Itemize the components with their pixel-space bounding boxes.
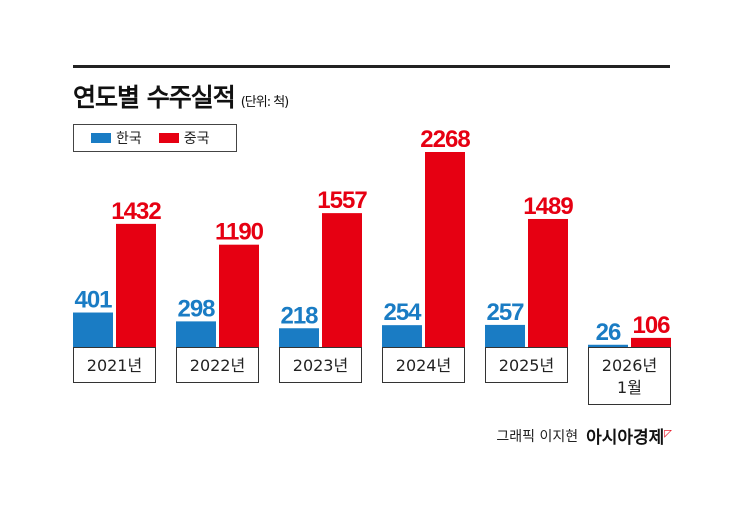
title-text: 연도별 수주실적 (73, 83, 236, 112)
data-label: 1557 (317, 187, 367, 214)
category-label: 2022년 (190, 356, 245, 375)
logo: 아시아경제◸ (586, 428, 672, 448)
bar-korea (588, 344, 628, 347)
bar-korea (73, 312, 113, 347)
bar-china (322, 213, 362, 347)
credit: 그래픽 이지현 아시아경제◸ (496, 423, 672, 448)
bar-china (219, 244, 259, 347)
credit-text: 그래픽 이지현 (496, 428, 579, 445)
legend-label-china: 중국 (183, 131, 210, 147)
legend: 한국 중국 (73, 124, 237, 152)
category-box (588, 347, 671, 405)
data-label: 298 (177, 295, 215, 322)
data-label: 1190 (215, 219, 264, 246)
category-label: 2024년 (396, 356, 451, 375)
category-label: 2026년 (602, 356, 657, 375)
category-label: 2025년 (499, 356, 554, 375)
bar-korea (176, 321, 216, 347)
category-box (176, 347, 259, 383)
bar-china (631, 337, 671, 347)
data-label: 26 (596, 319, 621, 346)
category-box (382, 347, 465, 383)
top-rule (73, 65, 670, 68)
legend-swatch-china (158, 133, 179, 143)
unit-label: (단위: 척) (240, 95, 290, 110)
category-label: 1월 (617, 378, 642, 397)
data-label: 1489 (523, 193, 573, 220)
legend-label-korea: 한국 (116, 131, 142, 147)
bar-china (116, 223, 156, 347)
category-box (485, 347, 568, 383)
data-label: 106 (632, 312, 670, 339)
bar-korea (382, 325, 422, 347)
category-label: 2023년 (293, 356, 348, 375)
category-box (73, 347, 156, 383)
bar-korea (279, 328, 319, 347)
data-label: 257 (486, 299, 524, 326)
bar-china (425, 152, 465, 347)
data-label: 401 (74, 287, 112, 314)
data-label: 254 (383, 299, 422, 326)
category-box (279, 347, 362, 383)
legend-swatch-korea (91, 133, 111, 143)
logo-text: 아시아경제 (586, 428, 665, 448)
bar-china (528, 218, 568, 347)
category-label: 2021년 (87, 356, 142, 375)
data-label: 1432 (111, 198, 161, 225)
bar-korea (485, 324, 525, 347)
chart-title: 연도별 수주실적 (단위: 척) (73, 78, 290, 114)
data-label: 2268 (420, 126, 470, 153)
data-label: 218 (280, 302, 318, 329)
